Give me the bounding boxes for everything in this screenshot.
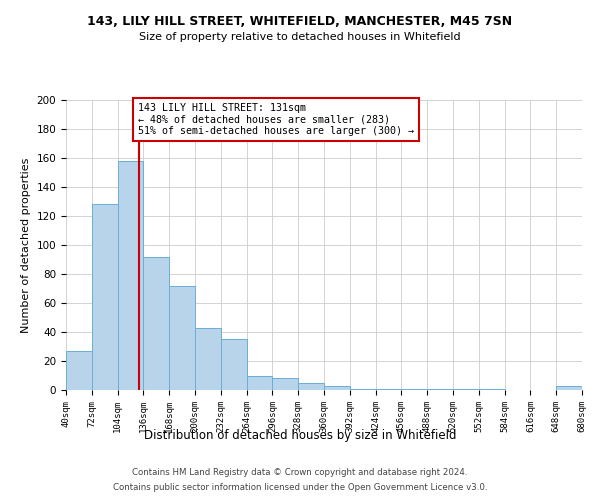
- Bar: [556, 386, 582, 390]
- Bar: [376, 388, 401, 390]
- Text: 143, LILY HILL STREET, WHITEFIELD, MANCHESTER, M45 7SN: 143, LILY HILL STREET, WHITEFIELD, MANCH…: [88, 15, 512, 28]
- Text: Size of property relative to detached houses in Whitefield: Size of property relative to detached ho…: [139, 32, 461, 42]
- Bar: [453, 388, 479, 390]
- Text: Distribution of detached houses by size in Whitefield: Distribution of detached houses by size …: [144, 428, 456, 442]
- Bar: [118, 161, 143, 390]
- Bar: [427, 388, 453, 390]
- Y-axis label: Number of detached properties: Number of detached properties: [21, 158, 31, 332]
- Bar: [247, 376, 272, 390]
- Text: Contains HM Land Registry data © Crown copyright and database right 2024.: Contains HM Land Registry data © Crown c…: [132, 468, 468, 477]
- Bar: [92, 204, 118, 390]
- Bar: [195, 328, 221, 390]
- Bar: [221, 339, 247, 390]
- Bar: [479, 388, 505, 390]
- Text: 143 LILY HILL STREET: 131sqm
← 48% of detached houses are smaller (283)
51% of s: 143 LILY HILL STREET: 131sqm ← 48% of de…: [138, 103, 414, 136]
- Bar: [298, 383, 324, 390]
- Bar: [66, 351, 92, 390]
- Bar: [169, 286, 195, 390]
- Bar: [143, 256, 169, 390]
- Bar: [324, 386, 350, 390]
- Bar: [272, 378, 298, 390]
- Text: Contains public sector information licensed under the Open Government Licence v3: Contains public sector information licen…: [113, 483, 487, 492]
- Bar: [350, 388, 376, 390]
- Bar: [401, 388, 427, 390]
